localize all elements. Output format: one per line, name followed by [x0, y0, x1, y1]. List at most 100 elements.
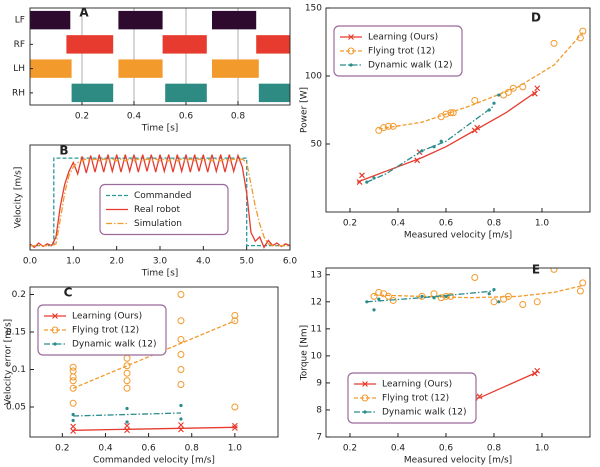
- marker-dot: [492, 101, 496, 105]
- plot-frame: [325, 7, 591, 213]
- x-tick-label: 2.0: [110, 257, 125, 267]
- y-tick-label: 12: [311, 297, 322, 307]
- marker-circle: [384, 292, 392, 300]
- legend-box: [347, 372, 477, 424]
- marker-dot: [487, 292, 491, 296]
- marker-circle: [442, 110, 450, 118]
- x-tick-label: 0.2: [343, 444, 357, 454]
- marker-circle: [231, 317, 239, 325]
- marker-dot: [372, 176, 376, 180]
- x-tick-label: 5.0: [240, 257, 255, 267]
- marker-x: [52, 313, 58, 319]
- marker-dot: [497, 300, 501, 304]
- marker-circle: [504, 292, 512, 300]
- marker-circle: [123, 377, 131, 385]
- marker-circle: [69, 363, 77, 371]
- legend-label: Flying trot (12): [368, 47, 435, 57]
- marker-dot: [372, 308, 376, 312]
- plot-frame: [29, 286, 279, 438]
- marker-circle: [177, 336, 185, 343]
- fit-line: [366, 105, 495, 183]
- marker-dot: [179, 417, 183, 421]
- legend-label: Flying trot (12): [72, 326, 139, 336]
- marker-circle: [490, 298, 498, 306]
- stance-bar: [256, 35, 290, 54]
- marker-circle: [442, 292, 450, 300]
- x-tick-label: 0.0: [23, 257, 38, 267]
- x-tick-label: 0.8: [487, 219, 502, 229]
- marker-circle: [509, 84, 517, 92]
- x-axis-label: Commanded velocity [m/s]: [93, 456, 215, 466]
- x-axis-label: Time [s]: [141, 269, 179, 279]
- marker-circle: [576, 34, 584, 42]
- marker-circle: [69, 367, 77, 375]
- marker-x: [534, 85, 541, 92]
- x-tick-label: 0.4: [391, 219, 406, 229]
- marker-circle: [177, 317, 185, 325]
- x-tick-label: 1.0: [535, 444, 550, 454]
- marker-circle: [69, 373, 77, 381]
- marker-x: [534, 367, 541, 374]
- panel-letter: B: [59, 144, 68, 158]
- stance-bar: [212, 59, 259, 78]
- marker-circle: [177, 381, 185, 388]
- marker-dot: [71, 418, 75, 423]
- y-tick-label: 11: [311, 324, 322, 334]
- marker-circle: [123, 362, 131, 370]
- marker-circle: [579, 27, 587, 35]
- marker-circle: [347, 47, 355, 55]
- marker-dot: [365, 300, 369, 304]
- marker-circle: [361, 394, 369, 402]
- marker-circle: [447, 109, 455, 117]
- legend-label: Commanded: [134, 191, 192, 201]
- x-tick-label: 1.0: [228, 444, 243, 454]
- x-tick-label: 0.8: [185, 444, 200, 454]
- marker-circle: [449, 109, 457, 117]
- marker-circle: [519, 83, 527, 91]
- marker-circle: [231, 312, 239, 319]
- marker-x: [531, 90, 538, 97]
- stance-bar: [212, 10, 257, 30]
- marker-x: [348, 34, 354, 40]
- legend: Learning (Ours) Flying trot (12) Dynamic w…: [37, 304, 167, 356]
- x-tick-label: 0.2: [343, 219, 357, 229]
- fit-line: [73, 412, 182, 417]
- y-tick-label: 8: [316, 405, 322, 415]
- panel-letter: D: [531, 11, 541, 25]
- x-tick-label: 0.6: [439, 219, 454, 229]
- legend-label: Flying trot (12): [382, 394, 449, 404]
- stance-bar: [165, 83, 207, 103]
- fit-line: [373, 284, 583, 299]
- y-tick-label: 100: [305, 72, 322, 82]
- plot-frame: [29, 7, 291, 106]
- legend-box: [99, 183, 229, 236]
- legend-label: Dynamic walk (12): [382, 408, 466, 418]
- plot-area: [356, 27, 587, 186]
- marker-dot: [420, 149, 424, 153]
- x-tick-label: 0.6: [179, 112, 194, 122]
- marker-circle: [384, 122, 392, 130]
- series-line: [30, 158, 290, 247]
- marker-dot: [125, 406, 129, 411]
- marker-circle: [380, 124, 388, 132]
- marker-x: [124, 427, 130, 434]
- x-tick-label: 0.2: [75, 112, 89, 122]
- marker-circle: [69, 377, 77, 385]
- x-axis-label: Time [s]: [141, 124, 179, 134]
- legend-label: Dynamic walk (12): [368, 61, 452, 71]
- stance-bar: [30, 10, 71, 30]
- marker-circle: [533, 298, 541, 306]
- marker-dot: [363, 410, 367, 414]
- panel-letter: E: [532, 263, 540, 277]
- stance-bar: [118, 59, 163, 78]
- x-tick-label: 0.2: [55, 444, 69, 454]
- stance-bar: [71, 83, 114, 103]
- y-tick-label: 150: [305, 4, 322, 14]
- marker-circle: [471, 96, 479, 104]
- marker-dot: [439, 139, 443, 143]
- fit-line: [356, 90, 538, 183]
- plot-area: [30, 153, 290, 249]
- marker-circle: [375, 288, 383, 296]
- panel-letter: C: [64, 286, 73, 300]
